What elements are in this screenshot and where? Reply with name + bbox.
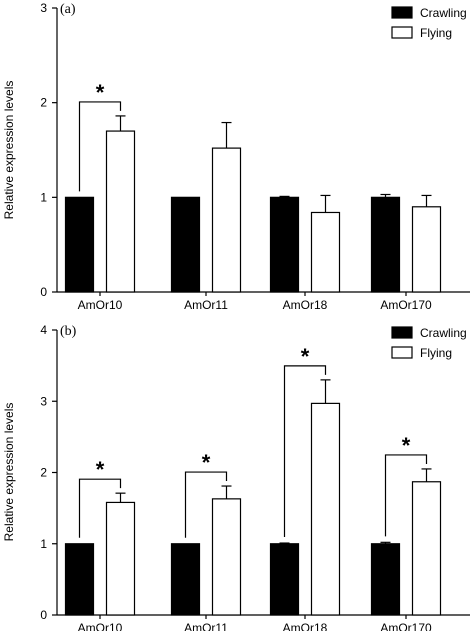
significance-bracket — [78, 101, 122, 192]
bar-flying — [411, 206, 442, 293]
bar-crawling — [269, 543, 300, 616]
bar-crawling — [370, 543, 401, 616]
bar-flying — [105, 501, 136, 616]
x-tick-label: AmOr10 — [78, 298, 123, 312]
x-tick-label: AmOr170 — [380, 621, 432, 631]
bar-crawling — [170, 196, 201, 293]
significance-star: * — [202, 450, 211, 475]
bar-flying — [211, 147, 242, 293]
bar-flying — [310, 211, 341, 293]
y-tick-label: 0 — [40, 285, 47, 299]
legend-label: Crawling — [420, 6, 467, 20]
y-tick-label: 4 — [40, 323, 47, 337]
x-tick-label: AmOr10 — [78, 621, 123, 631]
significance-star: * — [301, 344, 310, 369]
bar-flying — [411, 481, 442, 616]
significance-star: * — [96, 457, 105, 482]
x-tick-label: AmOr11 — [184, 298, 228, 312]
significance-bracket — [384, 454, 428, 537]
legend-swatch — [391, 26, 413, 39]
y-tick-label: 2 — [40, 466, 47, 480]
bar-crawling — [64, 196, 95, 293]
legend-swatch — [391, 6, 413, 19]
panel-label: (b) — [60, 324, 77, 339]
x-tick-label: AmOr18 — [283, 621, 328, 631]
significance-star: * — [96, 80, 105, 105]
bar-crawling — [170, 543, 201, 616]
bar-flying — [310, 402, 341, 616]
panel-label: (a) — [60, 2, 76, 17]
legend-label: Flying — [420, 26, 452, 40]
significance-bracket — [78, 478, 122, 538]
legend-label: Flying — [420, 346, 452, 360]
significance-bracket — [184, 471, 228, 538]
significance-star: * — [402, 433, 411, 458]
y-axis-label: Relative expression levels — [2, 403, 16, 542]
y-tick-label: 2 — [40, 96, 47, 110]
bar-crawling — [64, 543, 95, 616]
legend-swatch — [391, 346, 413, 359]
bar-crawling — [269, 196, 300, 293]
legend-swatch — [391, 326, 413, 339]
y-tick-label: 1 — [40, 190, 47, 204]
y-tick-label: 3 — [40, 394, 47, 408]
bar-crawling — [370, 196, 401, 293]
bar-flying — [105, 130, 136, 293]
y-tick-label: 0 — [40, 608, 47, 622]
x-tick-label: AmOr11 — [184, 621, 228, 631]
y-tick-label: 3 — [40, 1, 47, 15]
y-tick-label: 1 — [40, 537, 47, 551]
significance-bracket — [283, 365, 327, 538]
y-axis-label: Relative expression levels — [2, 81, 16, 220]
legend-label: Crawling — [420, 326, 467, 340]
x-tick-label: AmOr170 — [380, 298, 432, 312]
bar-flying — [211, 498, 242, 616]
x-tick-label: AmOr18 — [283, 298, 328, 312]
